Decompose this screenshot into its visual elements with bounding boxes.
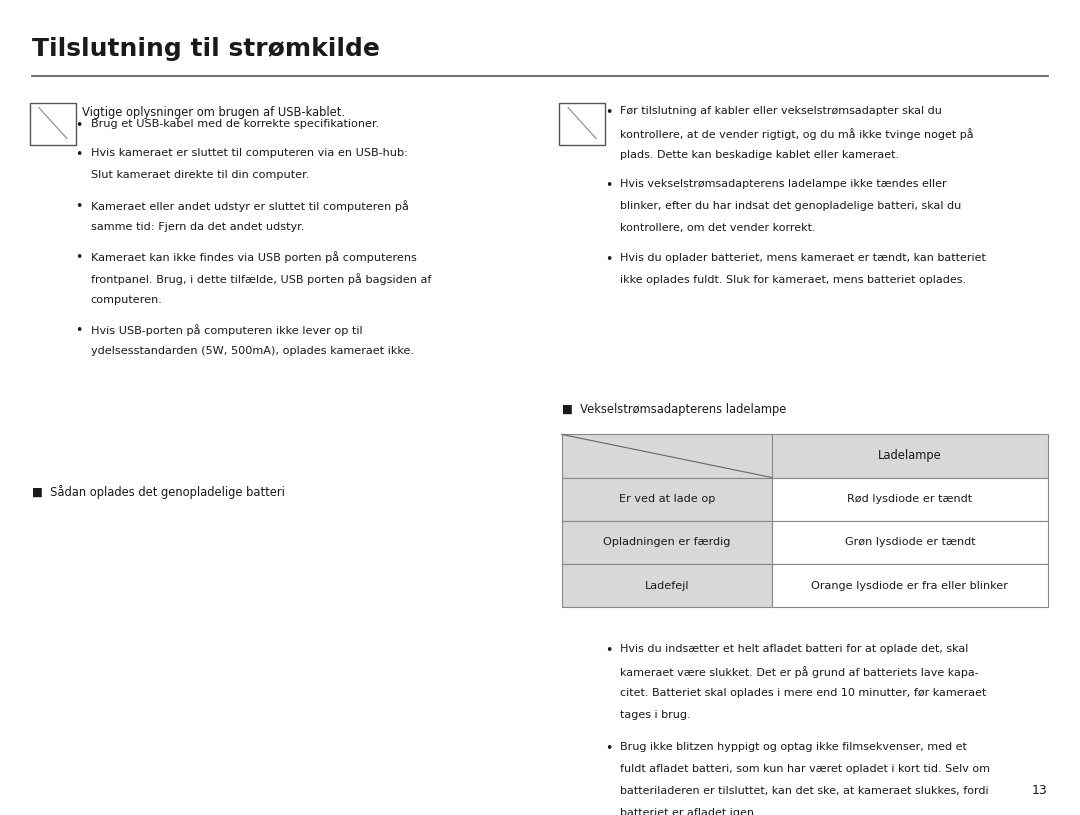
Text: Hvis USB-porten på computeren ikke lever op til: Hvis USB-porten på computeren ikke lever… xyxy=(91,324,363,337)
Text: computeren.: computeren. xyxy=(91,295,163,305)
Text: Før tilslutning af kabler eller vekselstrømsadapter skal du: Før tilslutning af kabler eller vekselst… xyxy=(620,106,942,116)
Text: •: • xyxy=(76,251,83,264)
Text: Hvis du oplader batteriet, mens kameraet er tændt, kan batteriet: Hvis du oplader batteriet, mens kameraet… xyxy=(620,253,986,262)
FancyBboxPatch shape xyxy=(559,103,605,145)
Text: ikke oplades fuldt. Sluk for kameraet, mens batteriet oplades.: ikke oplades fuldt. Sluk for kameraet, m… xyxy=(620,275,966,284)
Bar xyxy=(562,521,772,564)
Text: Tilslutning til strømkilde: Tilslutning til strømkilde xyxy=(32,37,380,60)
Text: Grøn lysdiode er tændt: Grøn lysdiode er tændt xyxy=(845,537,975,548)
Text: Orange lysdiode er fra eller blinker: Orange lysdiode er fra eller blinker xyxy=(811,580,1009,591)
Text: Hvis du indsætter et helt afladet batteri for at oplade det, skal: Hvis du indsætter et helt afladet batter… xyxy=(620,644,969,654)
Bar xyxy=(772,564,1048,607)
Text: plads. Dette kan beskadige kablet eller kameraet.: plads. Dette kan beskadige kablet eller … xyxy=(620,150,899,160)
FancyBboxPatch shape xyxy=(30,103,76,145)
Text: •: • xyxy=(605,253,612,266)
Text: Hvis vekselstrømsadapterens ladelampe ikke tændes eller: Hvis vekselstrømsadapterens ladelampe ik… xyxy=(620,179,946,189)
Text: kontrollere, om det vender korrekt.: kontrollere, om det vender korrekt. xyxy=(620,223,815,233)
Text: Kameraet eller andet udstyr er sluttet til computeren på: Kameraet eller andet udstyr er sluttet t… xyxy=(91,200,408,212)
Text: 13: 13 xyxy=(1031,784,1048,797)
Text: batteriet er afladet igen.: batteriet er afladet igen. xyxy=(620,808,757,815)
Text: Ladefejl: Ladefejl xyxy=(645,580,689,591)
Text: citet. Batteriet skal oplades i mere end 10 minutter, før kameraet: citet. Batteriet skal oplades i mere end… xyxy=(620,688,986,698)
Text: samme tid: Fjern da det andet udstyr.: samme tid: Fjern da det andet udstyr. xyxy=(91,222,305,231)
Text: Vigtige oplysninger om brugen af USB-kablet.: Vigtige oplysninger om brugen af USB-kab… xyxy=(82,106,346,119)
Text: Brug ikke blitzen hyppigt og optag ikke filmsekvenser, med et: Brug ikke blitzen hyppigt og optag ikke … xyxy=(620,742,967,751)
Text: Ladelampe: Ladelampe xyxy=(878,450,942,462)
Text: •: • xyxy=(76,119,83,132)
Text: fuldt afladet batteri, som kun har været opladet i kort tid. Selv om: fuldt afladet batteri, som kun har været… xyxy=(620,764,990,773)
Bar xyxy=(562,478,772,521)
Text: Brug et USB-kabel med de korrekte specifikationer.: Brug et USB-kabel med de korrekte specif… xyxy=(91,119,379,129)
Text: blinker, efter du har indsat det genopladelige batteri, skal du: blinker, efter du har indsat det genopla… xyxy=(620,201,961,211)
Text: •: • xyxy=(605,644,612,657)
Text: Slut kameraet direkte til din computer.: Slut kameraet direkte til din computer. xyxy=(91,170,309,180)
Text: Rød lysdiode er tændt: Rød lysdiode er tændt xyxy=(848,494,972,504)
Text: •: • xyxy=(605,106,612,119)
Text: kameraet være slukket. Det er på grund af batteriets lave kapa-: kameraet være slukket. Det er på grund a… xyxy=(620,666,978,678)
Text: frontpanel. Brug, i dette tilfælde, USB porten på bagsiden af: frontpanel. Brug, i dette tilfælde, USB … xyxy=(91,273,431,285)
Text: Hvis kameraet er sluttet til computeren via en USB-hub:: Hvis kameraet er sluttet til computeren … xyxy=(91,148,408,158)
Text: •: • xyxy=(76,148,83,161)
Text: kontrollere, at de vender rigtigt, og du må ikke tvinge noget på: kontrollere, at de vender rigtigt, og du… xyxy=(620,128,973,140)
Text: •: • xyxy=(76,200,83,213)
Text: Er ved at lade op: Er ved at lade op xyxy=(619,494,715,504)
Text: ■  Vekselstrømsadapterens ladelampe: ■ Vekselstrømsadapterens ladelampe xyxy=(562,403,786,416)
Bar xyxy=(562,564,772,607)
Text: ydelsesstandarden (5W, 500mA), oplades kameraet ikke.: ydelsesstandarden (5W, 500mA), oplades k… xyxy=(91,346,414,356)
Text: Opladningen er færdig: Opladningen er færdig xyxy=(604,537,730,548)
Text: •: • xyxy=(605,742,612,755)
Text: •: • xyxy=(605,179,612,192)
Text: •: • xyxy=(76,324,83,337)
Bar xyxy=(562,434,1048,478)
Text: ■  Sådan oplades det genopladelige batteri: ■ Sådan oplades det genopladelige batter… xyxy=(32,485,285,499)
Bar xyxy=(772,521,1048,564)
Text: tages i brug.: tages i brug. xyxy=(620,710,690,720)
Text: Kameraet kan ikke findes via USB porten på computerens: Kameraet kan ikke findes via USB porten … xyxy=(91,251,417,263)
Text: batteriladeren er tilsluttet, kan det ske, at kameraet slukkes, fordi: batteriladeren er tilsluttet, kan det sk… xyxy=(620,786,988,795)
Bar xyxy=(772,478,1048,521)
